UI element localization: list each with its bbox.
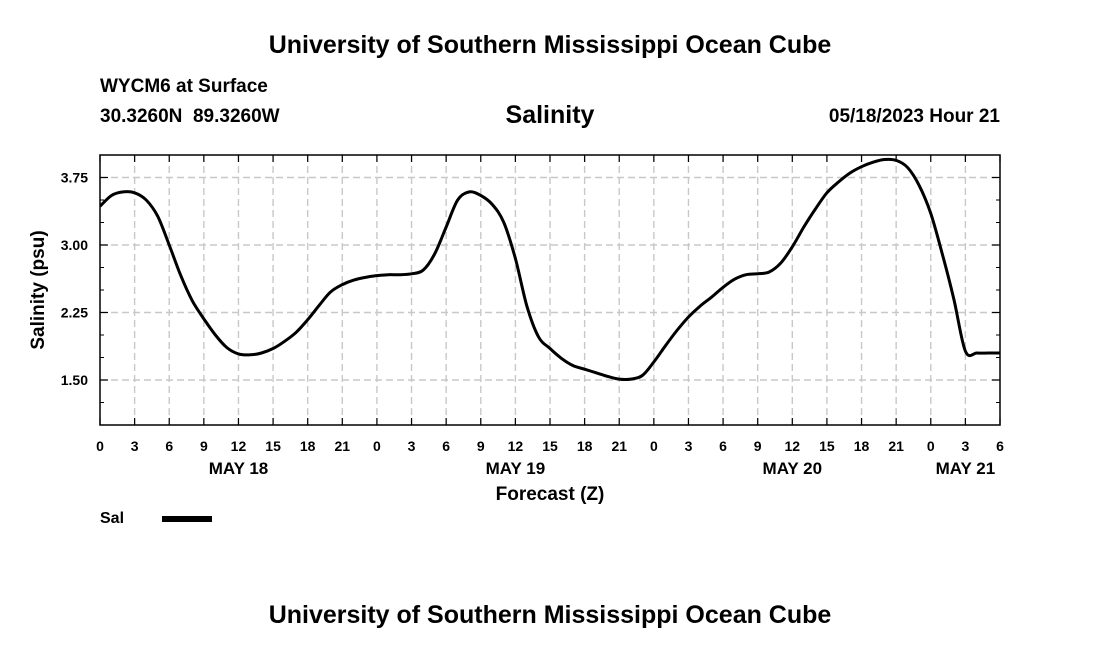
x-tick-label: 18 — [300, 438, 316, 454]
date-label: MAY 18 — [209, 459, 269, 478]
x-tick-label: 6 — [442, 438, 450, 454]
x-tick-label: 15 — [542, 438, 558, 454]
x-tick-label: 21 — [888, 438, 904, 454]
x-tick-label: 3 — [131, 438, 139, 454]
x-tick-label: 0 — [373, 438, 381, 454]
legend-line-swatch — [162, 516, 212, 522]
salinity-chart: 0 3 6 9 12 15 18 21 0 3 6 9 12 15 18 21 0 3 6 9 12 15 18 21 0 3 6 1… — [28, 154, 1004, 505]
x-tick-label: 3 — [408, 438, 416, 454]
series-line-sal — [100, 157, 1000, 382]
x-tick-label: 18 — [577, 438, 593, 454]
date-label: MAY 21 — [936, 459, 996, 478]
x-axis-title: Forecast (Z) — [496, 484, 605, 505]
x-tick-label: 21 — [611, 438, 627, 454]
x-tick-label: 9 — [754, 438, 762, 454]
x-tick-label: 3 — [685, 438, 693, 454]
x-tick-label: 12 — [508, 438, 524, 454]
x-tick-label: 0 — [96, 438, 104, 454]
bottom-title: University of Southern Mississippi Ocean… — [268, 601, 832, 629]
station-coordinates: 30.3260N 89.3260W — [100, 106, 280, 127]
x-tick-label: 15 — [265, 438, 281, 454]
x-tick-label: 18 — [854, 438, 870, 454]
y-tick-label: 3.75 — [61, 170, 88, 186]
x-tick-label: 15 — [819, 438, 835, 454]
x-tick-label: 12 — [231, 438, 247, 454]
y-tick-label: 1.50 — [61, 372, 88, 388]
x-tick-label: 21 — [335, 438, 351, 454]
x-tick-label: 6 — [719, 438, 727, 454]
y-axis-title: Salinity (psu) — [28, 230, 49, 349]
y-tick-label: 3.00 — [61, 237, 88, 253]
x-tick-label: 0 — [650, 438, 658, 454]
x-tick-label: 9 — [477, 438, 485, 454]
station-label: WYCM6 at Surface — [100, 76, 268, 97]
x-tick-label: 6 — [165, 438, 173, 454]
legend-label: Sal — [100, 510, 125, 527]
top-title: University of Southern Mississippi Ocean… — [268, 31, 832, 59]
date-label: MAY 19 — [486, 459, 546, 478]
x-tick-label: 6 — [996, 438, 1004, 454]
issue-datetime: 05/18/2023 Hour 21 — [828, 106, 1000, 127]
x-tick-label: 3 — [961, 438, 969, 454]
x-tick-label: 0 — [927, 438, 935, 454]
y-tick-label: 2.25 — [61, 305, 88, 321]
date-label: MAY 20 — [763, 459, 823, 478]
x-tick-label: 9 — [200, 438, 208, 454]
x-tick-label: 12 — [785, 438, 801, 454]
chart-title: Salinity — [505, 101, 595, 129]
